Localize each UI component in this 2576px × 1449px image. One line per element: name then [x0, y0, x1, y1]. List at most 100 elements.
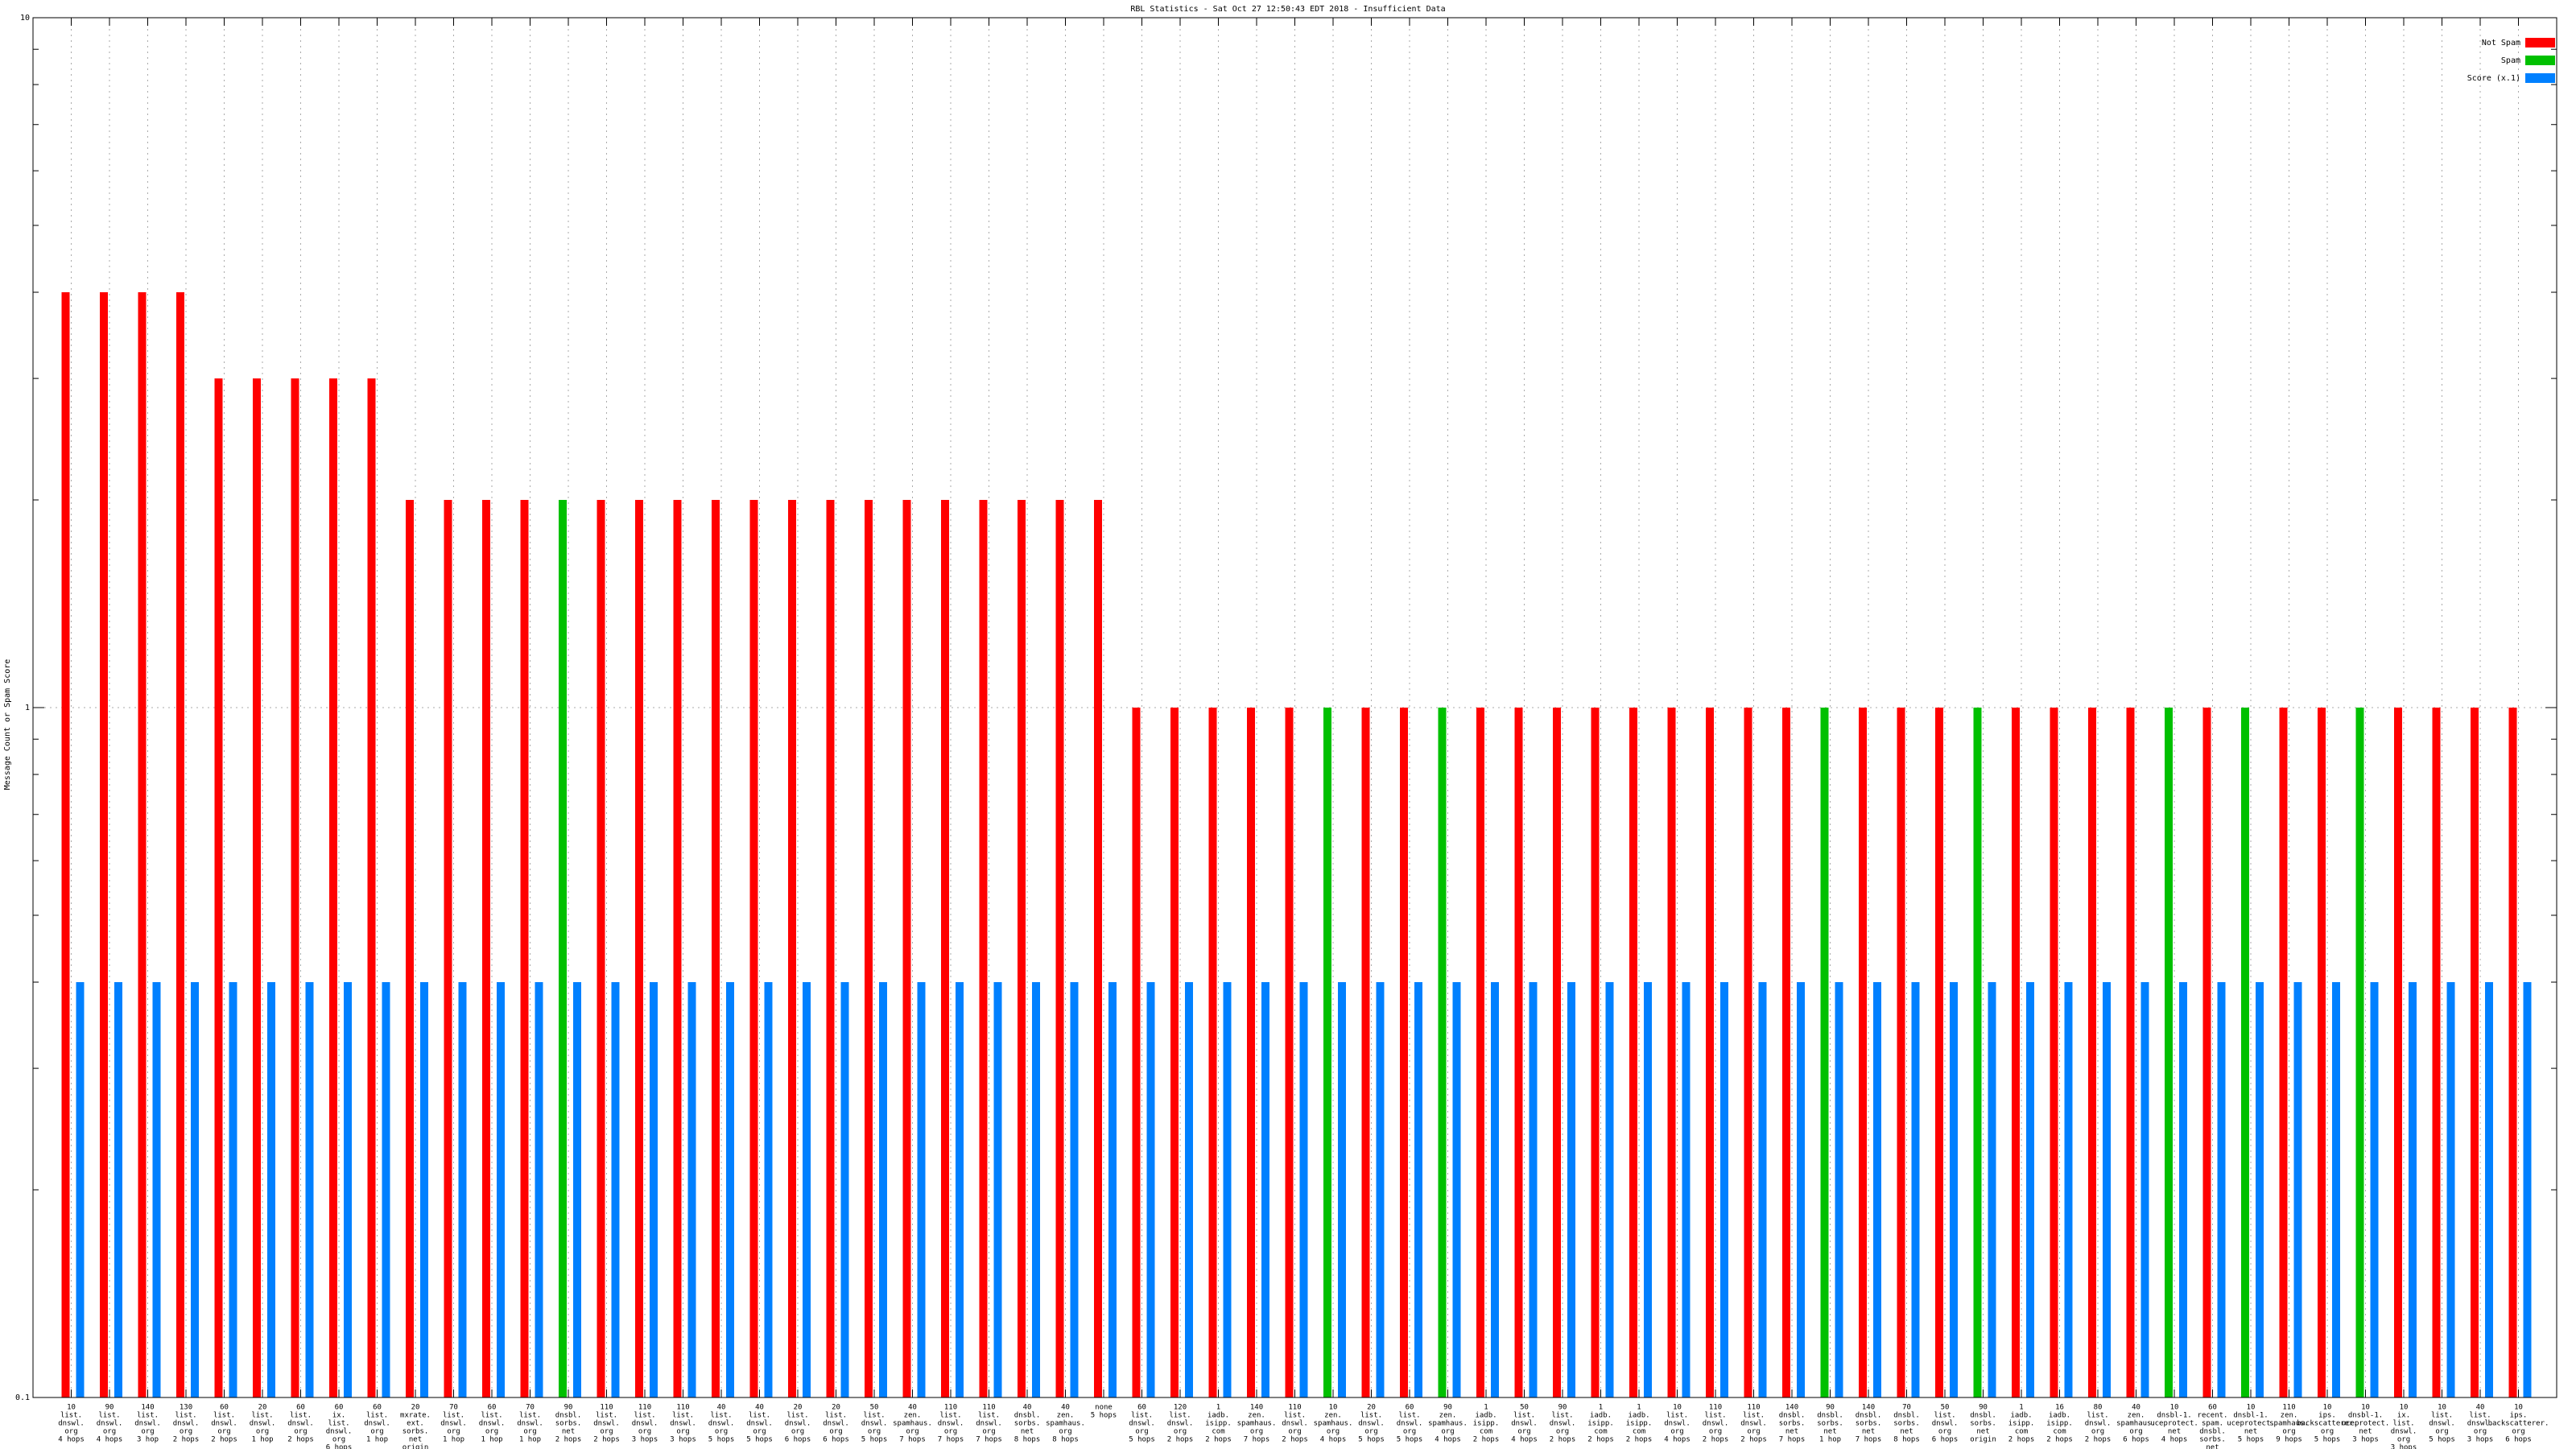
bar [1935, 708, 1943, 1397]
x-tick-label: list. [786, 1412, 808, 1420]
x-tick-label: dnswl. [326, 1428, 353, 1436]
x-tick-label: list. [1513, 1412, 1535, 1420]
x-tick-label: 60 [373, 1404, 382, 1412]
x-tick-label: 130 [180, 1404, 192, 1412]
x-tick-label: list. [251, 1412, 273, 1420]
x-tick-label: list. [710, 1412, 732, 1420]
x-tick-label: dnsbl. [2199, 1428, 2226, 1436]
bar [2293, 982, 2302, 1397]
bar [879, 982, 887, 1397]
x-tick-label: 5 hops [1397, 1436, 1423, 1444]
x-tick-label: 110 [638, 1404, 651, 1412]
x-tick-label: spamhaus. [1428, 1420, 1468, 1428]
x-tick-label: isipp. [2046, 1420, 2073, 1428]
x-tick-label: org [2129, 1428, 2142, 1436]
x-tick-label: dnswl. [1511, 1420, 1538, 1428]
x-tick-label: net [1021, 1428, 1034, 1436]
bar [2241, 708, 2249, 1397]
x-tick-label: uceprotect. [2150, 1420, 2198, 1428]
x-tick-label: 2 hops [211, 1436, 237, 1444]
x-tick-label: org [1327, 1428, 1340, 1436]
x-tick-label: 110 [944, 1404, 957, 1412]
x-tick-label: 140 [1862, 1404, 1875, 1412]
bar [482, 500, 490, 1397]
x-tick-label: net [562, 1428, 575, 1436]
x-tick-label: 10 [1673, 1404, 1682, 1412]
x-tick-label: 5 hops [1129, 1436, 1155, 1444]
bar [1782, 708, 1790, 1397]
x-tick-label: 1 [1599, 1404, 1603, 1412]
x-tick-label: isipp. [2008, 1420, 2035, 1428]
x-tick-label: spam. [2202, 1420, 2223, 1428]
bar [635, 500, 643, 1397]
x-tick-label: 2 hops [1205, 1436, 1232, 1444]
x-tick-label: dnswl. [708, 1420, 735, 1428]
x-tick-label: dnswl. [938, 1420, 964, 1428]
x-tick-label: org [294, 1428, 307, 1436]
x-tick-label: org [1135, 1428, 1148, 1436]
x-tick-label: ips. [2510, 1412, 2528, 1420]
bar [1491, 982, 1499, 1397]
bar [367, 378, 376, 1398]
bar [100, 292, 108, 1398]
x-tick-label: dnsbl. [1817, 1412, 1843, 1420]
x-tick-label: net [1900, 1428, 1913, 1436]
bar [76, 982, 85, 1397]
x-tick-label: 2 hops [1587, 1436, 1614, 1444]
bar [1682, 982, 1690, 1397]
x-tick-label: zen. [904, 1412, 922, 1420]
x-tick-label: dnsbl. [1014, 1412, 1041, 1420]
bar [1438, 708, 1447, 1397]
x-tick-label: 1 hop [366, 1436, 388, 1444]
x-tick-label: list. [443, 1412, 464, 1420]
x-tick-label: dnswl. [823, 1420, 849, 1428]
x-tick-label: dnswl. [211, 1420, 237, 1428]
x-tick-label: 10 [1329, 1404, 1338, 1412]
x-tick-label: 2 hops [1550, 1436, 1576, 1444]
x-tick-label: dnsbl-1. [2233, 1412, 2268, 1420]
bar [420, 982, 428, 1397]
x-tick-label: org [1441, 1428, 1454, 1436]
x-tick-label: 6 hops [823, 1436, 849, 1444]
bar [1223, 982, 1232, 1397]
bar [2508, 708, 2517, 1397]
x-tick-label: isipp. [1205, 1420, 1232, 1428]
x-tick-label: 20 [411, 1404, 420, 1412]
x-tick-label: net [2359, 1428, 2372, 1436]
x-tick-label: dnsbl. [1893, 1412, 1920, 1420]
bar [2432, 708, 2441, 1397]
x-tick-label: org [1670, 1428, 1683, 1436]
bar [726, 982, 734, 1397]
x-tick-label: list. [137, 1412, 159, 1420]
x-tick-label: dnswl. [287, 1420, 314, 1428]
x-tick-label: list. [290, 1412, 312, 1420]
x-tick-label: dnswl. [2467, 1420, 2494, 1428]
x-tick-label: dnswl. [250, 1420, 276, 1428]
x-tick-label: recent. [2198, 1412, 2228, 1420]
bar [1185, 982, 1193, 1397]
x-tick-label: list. [1551, 1412, 1573, 1420]
x-tick-label: none [1095, 1404, 1113, 1412]
x-tick-label: 1 [1484, 1404, 1488, 1412]
bar [497, 982, 505, 1397]
x-tick-label: 110 [1747, 1404, 1760, 1412]
x-tick-label: 2 hops [1703, 1436, 1729, 1444]
x-tick-label: net [2206, 1444, 2219, 1449]
x-tick-label: org [523, 1428, 536, 1436]
x-tick-label: 4 hops [2161, 1436, 2188, 1444]
x-tick-label: org [2282, 1428, 2295, 1436]
x-tick-label: list. [749, 1412, 770, 1420]
bar [535, 982, 543, 1397]
x-tick-label: 5 hops [2429, 1436, 2455, 1444]
x-tick-label: org [64, 1428, 77, 1436]
x-tick-label: 90 [105, 1404, 114, 1412]
x-tick-label: dnswl. [1740, 1420, 1767, 1428]
x-tick-label: spamhaus. [1046, 1420, 1085, 1428]
x-tick-label: 90 [1826, 1404, 1835, 1412]
y-axis-label: Message Count or Spam Score [3, 659, 12, 791]
x-tick-label: net [2168, 1428, 2181, 1436]
x-tick-label: 60 [1137, 1404, 1146, 1412]
x-tick-label: zen. [1248, 1412, 1265, 1420]
bar [1323, 708, 1331, 1397]
x-tick-label: 6 hops [2505, 1436, 2532, 1444]
